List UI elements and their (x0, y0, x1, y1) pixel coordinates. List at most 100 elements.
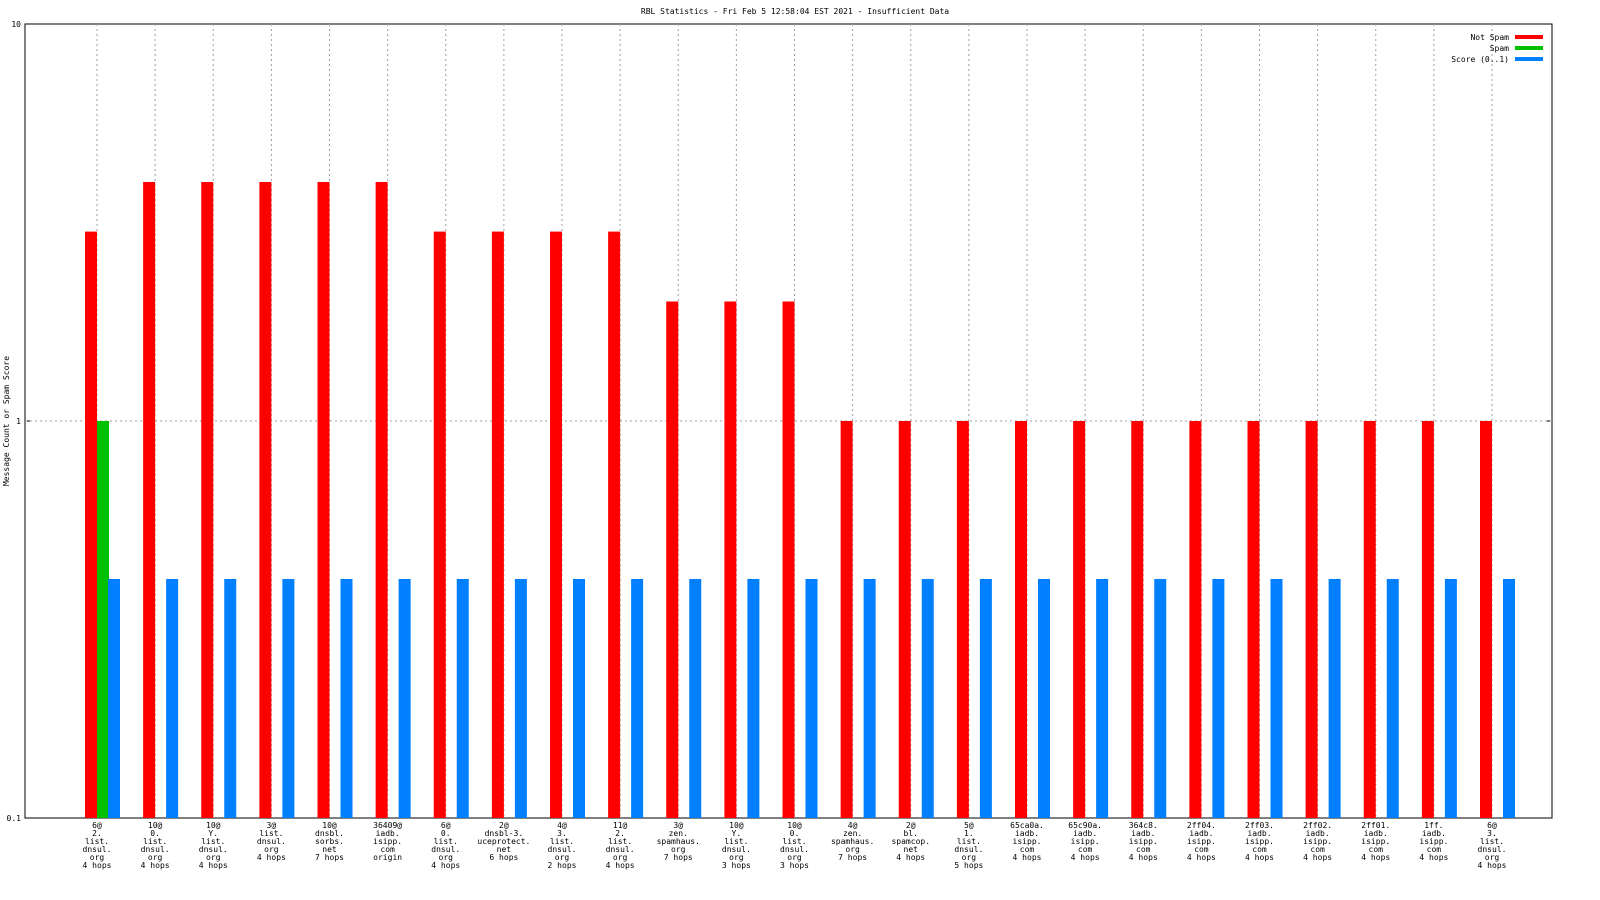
bar (979, 578, 992, 818)
x-tick-label-line: iadb. (376, 829, 400, 838)
x-tick-label-line: 2. (92, 829, 102, 838)
x-tick-label-line: org (206, 853, 221, 862)
x-tick-label: 10@ Y. list. dnsul. org 4 hops (199, 821, 228, 870)
y-tick-label: 1 (16, 417, 21, 426)
x-tick-label: 65ca0a. iadb. isipp. com 4 hops (1010, 821, 1044, 862)
x-tick-label-line: 2@ (499, 821, 509, 830)
x-tick-label: 3@ zen. spamhaus. org 7 hops (657, 821, 700, 862)
bar (201, 181, 214, 818)
x-tick-label-line: 2ff04. (1187, 821, 1216, 830)
legend-swatch (1515, 57, 1543, 61)
bar (921, 578, 934, 818)
x-tick-label-line: com (380, 845, 395, 854)
x-tick-label-line: 2 hops (548, 861, 577, 870)
bar (840, 421, 853, 818)
bar (108, 578, 120, 818)
x-tick-label: 6@ 3. list. dnsul. org 4 hops (1478, 821, 1507, 870)
y-axis-label: Message Count or Spam Score (2, 356, 11, 486)
x-tick-label-line: 4 hops (1303, 853, 1332, 862)
x-tick-label: 2ff04. iadb. isipp. com 4 hops (1187, 821, 1216, 862)
x-tick-label-line: org (962, 853, 977, 862)
x-tick-label-line: 6 hops (489, 853, 518, 862)
x-tick-label-line: 2@ (906, 821, 916, 830)
x-tick-label-line: org (729, 853, 744, 862)
x-tick-label-line: 7 hops (315, 853, 344, 862)
bar (573, 578, 585, 818)
bar (1212, 578, 1225, 818)
x-tick-label: 4@ 3. list. dnsul. org 2 hops (548, 821, 577, 870)
bar (340, 578, 353, 818)
x-tick-label-line: com (1078, 845, 1093, 854)
x-tick-label-line: 6@ (1487, 821, 1497, 830)
x-tick-label-line: 4 hops (1013, 853, 1042, 862)
bar (143, 181, 156, 818)
x-tick-label: 36409@ iadb. isipp. com origin (373, 821, 402, 862)
x-tick-label: 2ff02. iadb. isipp. com 4 hops (1303, 821, 1332, 862)
x-tick-label-line: zen. (843, 829, 862, 838)
bar (398, 578, 411, 818)
x-tick-label: 6@ 2. list. dnsul. org 4 hops (83, 821, 112, 870)
x-tick-label-line: dnsul. (548, 845, 577, 854)
bar (1328, 578, 1341, 818)
x-tick-label-line: 4 hops (83, 861, 112, 870)
x-tick-label-line: dnsul. (606, 845, 635, 854)
x-tick-label: 2ff03. iadb. isipp. com 4 hops (1245, 821, 1274, 862)
x-tick-label-line: dnsul. (1478, 845, 1507, 854)
x-tick-label-line: 2. (615, 829, 625, 838)
bar (1444, 578, 1457, 818)
x-tick-label-line: 4 hops (896, 853, 925, 862)
x-tick-label-line: 3 hops (780, 861, 809, 870)
x-tick-label-line: iadb. (1189, 829, 1213, 838)
x-tick-label: 2ff01. iadb. isipp. com 4 hops (1361, 821, 1390, 862)
legend-swatch (1515, 35, 1543, 39)
legend-label: Not Spam (1470, 33, 1509, 42)
x-tick-label-line: 3@ (267, 821, 277, 830)
x-tick-label-line: isipp. (1129, 837, 1158, 846)
x-tick-label-line: isipp. (373, 837, 402, 846)
x-tick-label-line: spamcop. (891, 837, 930, 846)
legend-label: Score (0..1) (1451, 55, 1509, 64)
legend-swatch (1515, 46, 1543, 50)
bar (863, 578, 876, 818)
x-tick-label-line: 2ff03. (1245, 821, 1274, 830)
x-tick-label-line: sorbs. (315, 837, 344, 846)
x-tick-label: 10@ Y. list. dnsul. org 3 hops (722, 821, 751, 870)
x-tick-label-line: 0. (441, 829, 451, 838)
x-tick-label-line: 7 hops (664, 853, 693, 862)
x-tick-label-line: dnsbl. (315, 829, 344, 838)
x-tick-label: 5@ 1. list. dnsul. org 5 hops (954, 821, 983, 870)
x-tick-label-line: dnsul. (83, 845, 112, 854)
bar (1480, 421, 1492, 818)
x-tick-label-line: spamhaus. (831, 837, 874, 846)
x-tick-label-line: 36409@ (373, 821, 402, 830)
x-tick-label-line: com (1310, 845, 1325, 854)
x-tick-label-line: org (439, 853, 454, 862)
x-tick-label: 6@ 0. list. dnsul. org 4 hops (431, 821, 460, 870)
bar (898, 421, 911, 818)
x-tick-label-line: list. (782, 837, 806, 846)
x-tick-label-line: 4@ (557, 821, 567, 830)
bar (1131, 421, 1144, 818)
x-tick-label-line: dnsul. (257, 837, 286, 846)
bar (1270, 578, 1283, 818)
x-tick-label-line: 10@ (729, 821, 744, 830)
bar (433, 231, 446, 818)
bar (550, 231, 562, 818)
x-tick-label-line: com (1020, 845, 1035, 854)
x-tick-label-line: iadb. (1306, 829, 1330, 838)
bar (166, 578, 179, 818)
x-tick-label-line: isipp. (1419, 837, 1448, 846)
x-tick-label: 11@ 2. list. dnsul. org 4 hops (606, 821, 635, 870)
bar (259, 181, 272, 818)
x-tick-label-line: 4 hops (1129, 853, 1158, 862)
x-tick-label-line: 4 hops (431, 861, 460, 870)
x-tick-label-line: 5 hops (954, 861, 983, 870)
x-tick-label-line: net (497, 845, 512, 854)
bar (1503, 578, 1515, 818)
bar (1189, 421, 1202, 818)
bar (375, 181, 388, 818)
x-tick-label-line: zen. (669, 829, 688, 838)
x-tick-label: 65c90a. iadb. isipp. com 4 hops (1068, 821, 1102, 862)
bar (666, 301, 679, 818)
x-tick-label-line: com (1369, 845, 1384, 854)
